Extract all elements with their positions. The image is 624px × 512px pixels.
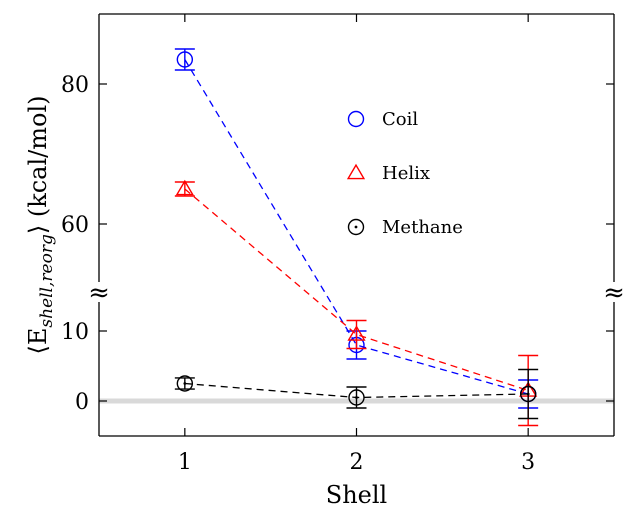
- series-methane: [174, 368, 539, 420]
- data-point: [347, 325, 366, 341]
- y-axis-title-tail: ⟩ (kcal/mol): [24, 96, 52, 235]
- legend-marker: [347, 110, 365, 128]
- y-axis-title-subscript: shell,reorg: [37, 234, 57, 328]
- legend-marker: [346, 163, 366, 180]
- ticks-layer: 1 2 3 0 10 60 80: [61, 14, 614, 475]
- data-point: [176, 375, 194, 392]
- data-point: [176, 51, 194, 68]
- data-point: [348, 389, 365, 406]
- y-tick-label: 10: [61, 320, 89, 345]
- legend-item-methane: Methane: [347, 217, 463, 238]
- legend-item-coil: Coil: [347, 109, 418, 130]
- series-coil: [174, 48, 539, 409]
- error-bar: [346, 319, 367, 350]
- x-tick-label: 3: [521, 450, 535, 475]
- legend-label: Coil: [382, 109, 418, 130]
- series-line: [184, 59, 529, 395]
- legend-item-helix: Helix: [346, 163, 430, 184]
- y-axis-title-main: ⟨E: [24, 328, 52, 355]
- x-tick-label: 1: [178, 450, 192, 475]
- data-point-dot: [526, 392, 530, 396]
- axis-break-right: ≈: [603, 278, 624, 308]
- y-axis-title: ⟨Eshell,reorg⟩ (kcal/mol): [24, 96, 57, 355]
- data-point: [175, 179, 194, 196]
- data-point: [519, 385, 537, 403]
- data-point-dot: [183, 382, 187, 385]
- x-tick-label: 2: [350, 450, 364, 475]
- y-tick-label: 0: [75, 390, 89, 415]
- legend: Coil Helix Methane: [346, 109, 463, 238]
- data-point-dot: [355, 396, 358, 399]
- legend-marker: [347, 218, 365, 236]
- legend-label: Helix: [382, 163, 430, 184]
- x-axis-title: Shell: [326, 481, 387, 509]
- axis-break-left: ≈: [88, 278, 110, 308]
- legend-marker-dot: [354, 225, 358, 229]
- series-layer: [174, 48, 539, 427]
- series-line: [184, 188, 529, 392]
- axes-layer: ≈ ≈: [88, 13, 624, 437]
- legend-label: Methane: [382, 217, 463, 238]
- y-tick-label: 60: [61, 213, 89, 238]
- y-tick-label: 80: [61, 73, 89, 98]
